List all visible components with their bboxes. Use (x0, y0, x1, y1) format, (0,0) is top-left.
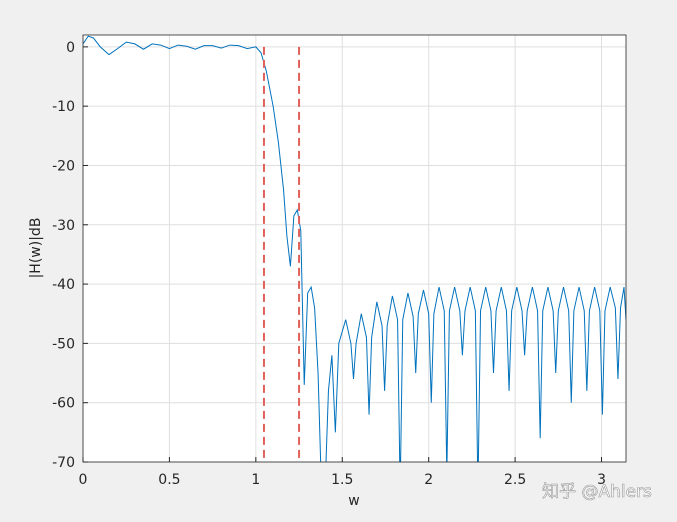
x-tick-label: 1.5 (331, 472, 353, 488)
y-tick-label: -60 (52, 396, 75, 412)
y-tick-label: -10 (52, 99, 75, 115)
y-tick-label: 0 (66, 40, 75, 56)
y-tick-label: -20 (52, 158, 75, 174)
watermark: 知乎 @Ahlers (542, 482, 652, 502)
axes-box (82, 34, 627, 463)
response-line (83, 35, 626, 462)
y-axis-label: |H(w)|dB (28, 218, 44, 279)
plot-area (83, 35, 626, 462)
y-tick-label: -70 (52, 455, 75, 471)
x-tick-label: 3 (597, 472, 606, 488)
y-tick-label: -30 (52, 218, 75, 234)
x-tick-label: 1 (251, 472, 260, 488)
x-tick-label: 0.5 (158, 472, 180, 488)
x-axis-label: w (348, 493, 359, 509)
x-tick-label: 0 (79, 472, 88, 488)
x-tick-label: 2 (424, 472, 433, 488)
y-tick-label: -40 (52, 277, 75, 293)
axes-bg (83, 35, 626, 462)
x-tick-label: 2.5 (504, 472, 526, 488)
y-tick-label: -50 (52, 336, 75, 352)
